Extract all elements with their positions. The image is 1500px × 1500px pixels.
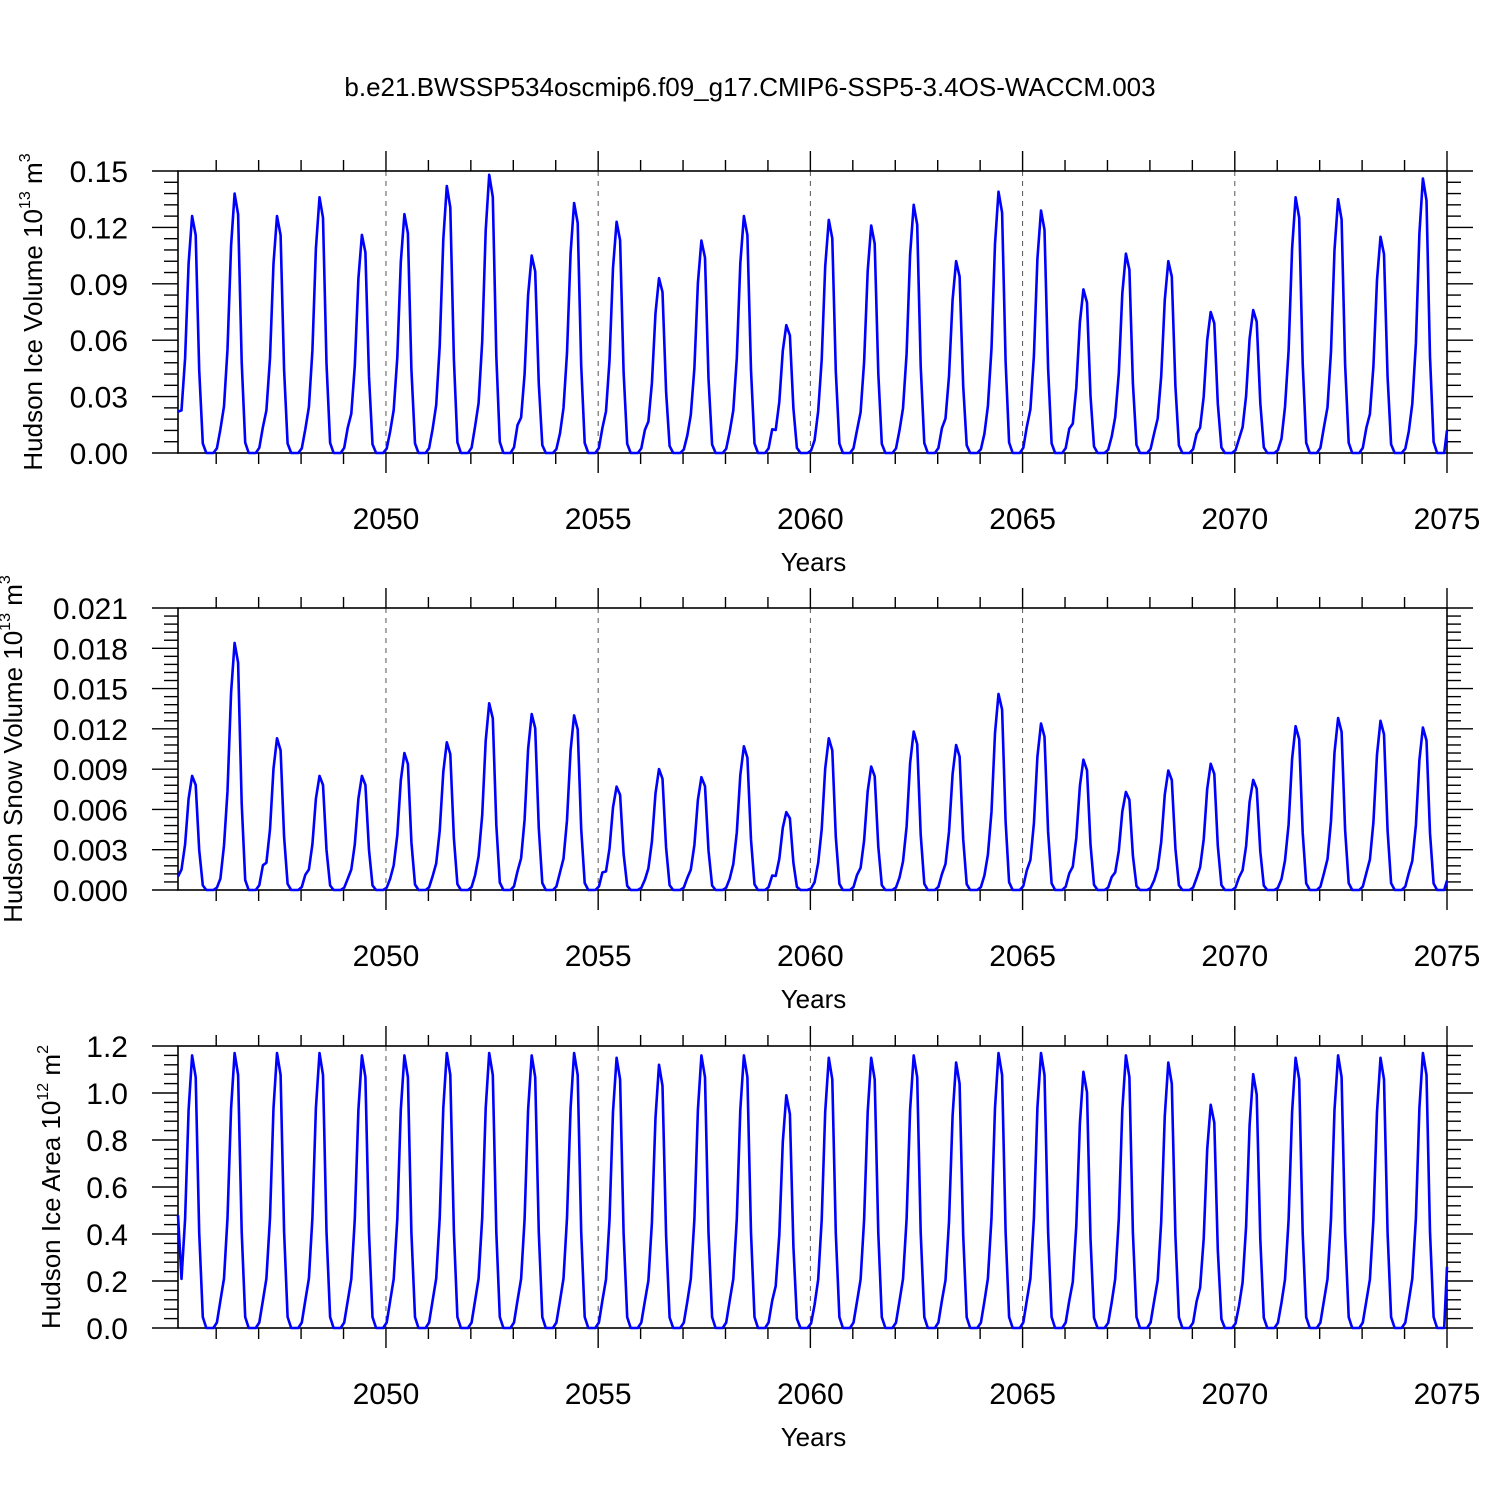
x-tick-label-2055: 2055 <box>565 503 632 536</box>
y-tick-label-0.12: 0.12 <box>70 212 128 245</box>
y-axis-label-part-1: Hudson Ice Volume 10 <box>18 209 48 471</box>
y-tick-label-0.012: 0.012 <box>53 714 128 747</box>
x-tick-label-2070: 2070 <box>1201 1378 1268 1411</box>
x-tick-label-2055: 2055 <box>565 940 632 973</box>
panel-1: 2050 2055 2060 2065 2070 2075 Years 0.00 0.03 0.0… <box>17 151 1480 577</box>
series-line-hudson-snow-volume <box>176 641 1449 892</box>
x-tick-label-2065: 2065 <box>989 1378 1056 1411</box>
x-tick-label-2075: 2075 <box>1414 503 1481 536</box>
y-tick-label-0.0: 0.0 <box>86 1313 128 1346</box>
y-axis-label-part-3: m <box>36 1054 66 1083</box>
y-tick-label-0.021: 0.021 <box>53 593 128 626</box>
plot-frame <box>177 170 1448 454</box>
y-tick-label-1.2: 1.2 <box>86 1031 128 1064</box>
y-tick-label-0.4: 0.4 <box>86 1219 128 1252</box>
y-axis-label-part-3: m <box>18 162 48 191</box>
plot-frame <box>177 607 1448 891</box>
y-axis-label-part-1: Hudson Ice Area 10 <box>36 1101 66 1329</box>
y-axis-label: Hudson Ice Area 1012 m2 <box>35 1045 66 1329</box>
y-tick-label-0.006: 0.006 <box>53 794 128 827</box>
x-tick-label-2050: 2050 <box>353 940 420 973</box>
x-axis-label: Years <box>781 547 847 577</box>
y-axis-label-part-1: Hudson Snow Volume 10 <box>0 631 28 923</box>
x-tick-label-2075: 2075 <box>1414 1378 1481 1411</box>
x-tick-label-2050: 2050 <box>353 503 420 536</box>
y-axis-label-part-3: m <box>0 584 28 613</box>
y-axis-label-part-4: 3 <box>17 153 34 162</box>
y-axis-label: Hudson Snow Volume 1013 m3 <box>0 575 28 923</box>
y-tick-label-0.03: 0.03 <box>70 382 128 415</box>
x-tick-label-2060: 2060 <box>777 503 844 536</box>
y-tick-label-0.009: 0.009 <box>53 754 128 787</box>
x-tick-label-2060: 2060 <box>777 940 844 973</box>
x-axis-label: Years <box>781 984 847 1014</box>
y-axis-label-part-4: 2 <box>35 1045 52 1054</box>
y-tick-label-0.2: 0.2 <box>86 1266 128 1299</box>
panel-3: 2050 2055 2060 2065 2070 2075 Years 0.0 0.2 0.4 0.… <box>35 1026 1480 1452</box>
x-tick-label-2065: 2065 <box>989 940 1056 973</box>
x-tick-label-2060: 2060 <box>777 1378 844 1411</box>
y-axis-label-part-2: 13 <box>0 613 14 631</box>
y-tick-label-0.8: 0.8 <box>86 1125 128 1158</box>
series-line-hudson-ice-volume <box>177 173 1449 455</box>
x-tick-label-2075: 2075 <box>1414 940 1481 973</box>
y-tick-label-0.09: 0.09 <box>70 269 128 302</box>
y-axis-label-part-2: 13 <box>17 191 34 209</box>
y-axis-label-part-4: 3 <box>0 575 14 584</box>
y-tick-label-0.015: 0.015 <box>53 674 128 707</box>
x-tick-label-2070: 2070 <box>1201 940 1268 973</box>
y-tick-label-0.06: 0.06 <box>70 325 128 358</box>
y-tick-label-0.00: 0.00 <box>70 438 128 471</box>
y-axis-label-part-2: 12 <box>35 1083 52 1101</box>
y-tick-label-1.0: 1.0 <box>86 1078 128 1111</box>
panel-2: 2050 2055 2060 2065 2070 2075 Years 0.000 0.003 0… <box>0 575 1480 1014</box>
y-tick-label-0.018: 0.018 <box>53 633 128 666</box>
x-tick-label-2070: 2070 <box>1201 503 1268 536</box>
series-line-hudson-ice-area <box>176 1051 1449 1330</box>
y-axis-label: Hudson Ice Volume 1013 m3 <box>17 153 48 470</box>
x-axis-label: Years <box>781 1422 847 1452</box>
x-tick-label-2050: 2050 <box>353 1378 420 1411</box>
y-tick-label-0.15: 0.15 <box>70 156 128 189</box>
y-tick-label-0.003: 0.003 <box>53 835 128 868</box>
x-tick-label-2065: 2065 <box>989 503 1056 536</box>
x-tick-label-2055: 2055 <box>565 1378 632 1411</box>
y-tick-label-0.000: 0.000 <box>53 875 128 908</box>
figure-title: b.e21.BWSSP534oscmip6.f09_g17.CMIP6-SSP5… <box>344 72 1155 102</box>
y-tick-label-0.6: 0.6 <box>86 1172 128 1205</box>
